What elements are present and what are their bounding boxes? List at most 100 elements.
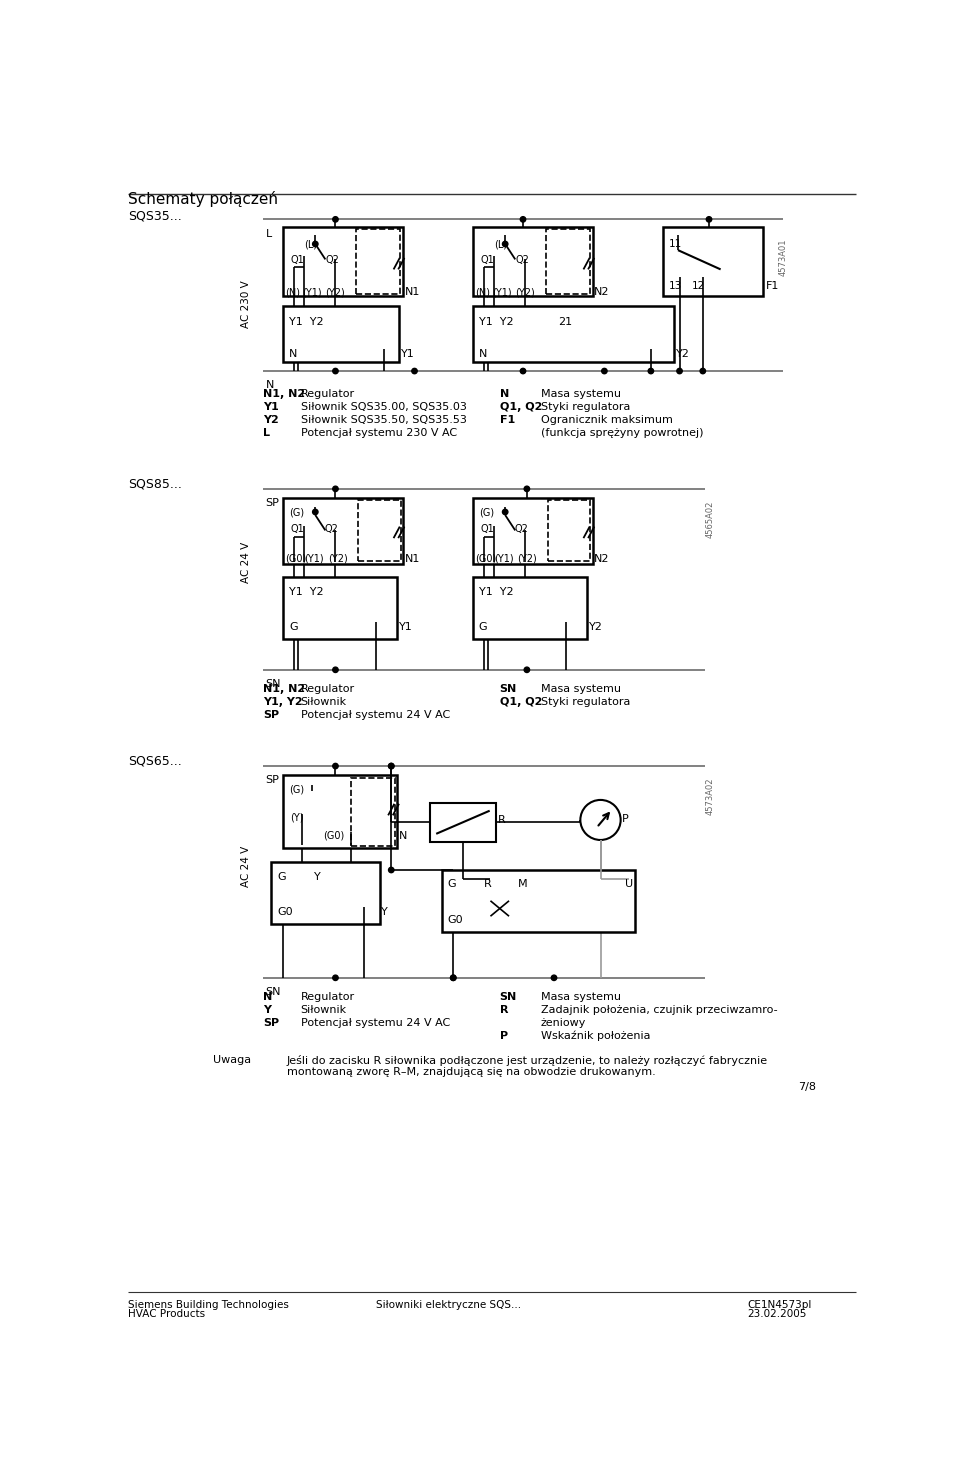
- Text: SQS65...: SQS65...: [128, 755, 181, 767]
- Text: Masa systemu: Masa systemu: [540, 683, 621, 693]
- Text: Wskaźnik położenia: Wskaźnik położenia: [540, 1031, 650, 1041]
- Text: Q2: Q2: [516, 255, 529, 266]
- Text: 21: 21: [558, 317, 572, 327]
- Text: Siemens Building Technologies: Siemens Building Technologies: [128, 1299, 289, 1310]
- Circle shape: [602, 369, 607, 373]
- Text: R: R: [500, 1004, 508, 1015]
- Text: Y: Y: [263, 1004, 272, 1015]
- Bar: [472, 227, 592, 296]
- Text: L: L: [266, 229, 272, 239]
- Text: (N): (N): [475, 288, 490, 296]
- Text: Siłowniki elektryczne SQS...: Siłowniki elektryczne SQS...: [375, 1299, 521, 1310]
- Text: Regulator: Regulator: [300, 991, 354, 1002]
- Text: (L): (L): [304, 239, 318, 249]
- Bar: [283, 307, 399, 361]
- Text: SN: SN: [500, 683, 517, 693]
- Circle shape: [450, 975, 456, 981]
- Text: P: P: [500, 1031, 508, 1041]
- Circle shape: [333, 975, 338, 981]
- Text: 11: 11: [669, 239, 682, 249]
- Bar: [271, 863, 379, 923]
- Bar: [662, 227, 763, 296]
- Bar: [472, 499, 592, 563]
- Text: Ogranicznik maksimum: Ogranicznik maksimum: [540, 414, 673, 425]
- Text: (G): (G): [479, 507, 494, 518]
- Text: Siłownik SQS35.50, SQS35.53: Siłownik SQS35.50, SQS35.53: [300, 414, 467, 425]
- Text: Y: Y: [314, 872, 321, 882]
- Text: Y1  Y2: Y1 Y2: [289, 587, 324, 597]
- Text: Q2: Q2: [325, 255, 339, 266]
- Text: R: R: [498, 816, 506, 826]
- Text: P: P: [622, 814, 629, 825]
- Bar: [546, 229, 589, 294]
- Circle shape: [502, 509, 508, 515]
- Text: Siłownik: Siłownik: [300, 696, 347, 707]
- Text: G: G: [277, 872, 286, 882]
- Text: AC 24 V: AC 24 V: [241, 845, 251, 886]
- Text: (Y): (Y): [291, 813, 304, 822]
- Bar: [283, 499, 403, 563]
- Text: Regulator: Regulator: [300, 683, 354, 693]
- Text: G0: G0: [277, 907, 293, 917]
- Text: (G0): (G0): [475, 553, 496, 563]
- Text: Q2: Q2: [324, 524, 339, 534]
- Text: SN: SN: [500, 991, 517, 1002]
- Bar: [442, 870, 636, 932]
- Text: Q1: Q1: [480, 524, 494, 534]
- Text: F1: F1: [766, 280, 780, 291]
- Text: N: N: [399, 830, 407, 841]
- Text: Jeśli do zacisku R siłownika podłączone jest urządzenie, to należy rozłączyć fab: Jeśli do zacisku R siłownika podłączone …: [287, 1055, 768, 1066]
- Text: SP: SP: [266, 776, 279, 785]
- Text: (Y2): (Y2): [517, 553, 538, 563]
- Circle shape: [520, 217, 526, 223]
- Bar: [283, 227, 403, 296]
- Text: Siłownik: Siłownik: [300, 1004, 347, 1015]
- Circle shape: [524, 667, 530, 673]
- Text: Y1, Y2: Y1, Y2: [263, 696, 303, 707]
- Text: Masa systemu: Masa systemu: [540, 991, 621, 1002]
- Text: SP: SP: [266, 499, 279, 507]
- Text: G: G: [289, 622, 298, 633]
- Text: CE1N4573pl: CE1N4573pl: [748, 1299, 812, 1310]
- Text: N2: N2: [594, 288, 610, 296]
- Text: (G): (G): [289, 785, 304, 795]
- Text: N: N: [289, 348, 298, 358]
- Text: Q1: Q1: [291, 255, 304, 266]
- Text: Potencjał systemu 230 V AC: Potencjał systemu 230 V AC: [300, 428, 457, 438]
- Text: N: N: [500, 389, 509, 398]
- Text: F1: F1: [500, 414, 515, 425]
- Text: (Y1): (Y1): [304, 553, 324, 563]
- Text: Y1: Y1: [400, 348, 415, 358]
- Circle shape: [677, 369, 683, 373]
- Text: Y2: Y2: [588, 622, 603, 633]
- Text: L: L: [263, 428, 271, 438]
- Circle shape: [700, 369, 706, 373]
- Text: Q1: Q1: [291, 524, 304, 534]
- Text: G: G: [447, 879, 456, 889]
- Circle shape: [524, 487, 530, 491]
- Text: SP: SP: [263, 1018, 279, 1028]
- Circle shape: [389, 764, 394, 768]
- Text: R: R: [484, 879, 492, 889]
- Text: Y: Y: [381, 907, 388, 917]
- Circle shape: [520, 369, 526, 373]
- Text: Potencjał systemu 24 V AC: Potencjał systemu 24 V AC: [300, 709, 450, 720]
- Text: 4565A02: 4565A02: [706, 500, 715, 538]
- Circle shape: [333, 487, 338, 491]
- Text: N: N: [266, 381, 274, 391]
- Bar: [351, 777, 396, 847]
- Text: Zadajnik położenia, czujnik przeciwzamro-: Zadajnik położenia, czujnik przeciwzamro…: [540, 1004, 778, 1015]
- Bar: [358, 500, 400, 560]
- Text: G0: G0: [447, 914, 464, 925]
- Text: Q1, Q2: Q1, Q2: [500, 696, 542, 707]
- Text: HVAC Products: HVAC Products: [128, 1308, 204, 1319]
- Text: Y2: Y2: [676, 348, 689, 358]
- Text: (Y1): (Y1): [492, 288, 512, 296]
- Circle shape: [333, 217, 338, 223]
- Text: G: G: [479, 622, 488, 633]
- Text: M: M: [517, 879, 527, 889]
- Text: żeniowy: żeniowy: [540, 1018, 587, 1028]
- Text: Y2: Y2: [263, 414, 279, 425]
- Text: N: N: [263, 991, 273, 1002]
- Text: Y1  Y2: Y1 Y2: [289, 317, 324, 327]
